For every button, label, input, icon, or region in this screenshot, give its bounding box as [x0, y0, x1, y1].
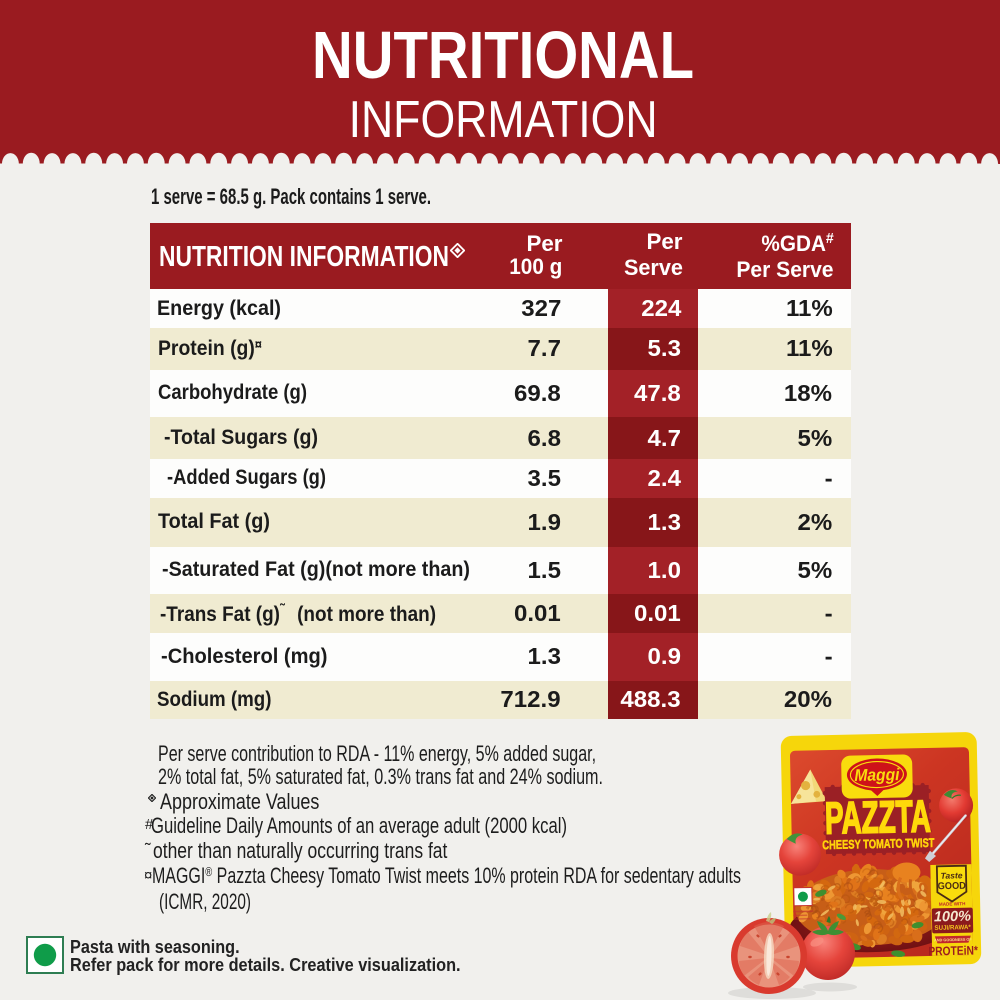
svg-text:SUJI/RAWA*: SUJI/RAWA* [934, 924, 971, 932]
svg-text:AND GOODNESS OF: AND GOODNESS OF [934, 938, 972, 943]
svg-text:Taste: Taste [941, 870, 963, 880]
svg-text:GOOD: GOOD [938, 880, 966, 892]
svg-text:PAZZTA: PAZZTA [824, 791, 931, 844]
svg-text:100%: 100% [934, 909, 972, 926]
svg-text:Maggi: Maggi [854, 765, 900, 785]
svg-text:PROTEiN*: PROTEiN* [928, 945, 978, 959]
svg-text:CHEESY TOMATO TWIST: CHEESY TOMATO TWIST [822, 837, 935, 853]
svg-text:MADE WITH: MADE WITH [939, 901, 966, 907]
